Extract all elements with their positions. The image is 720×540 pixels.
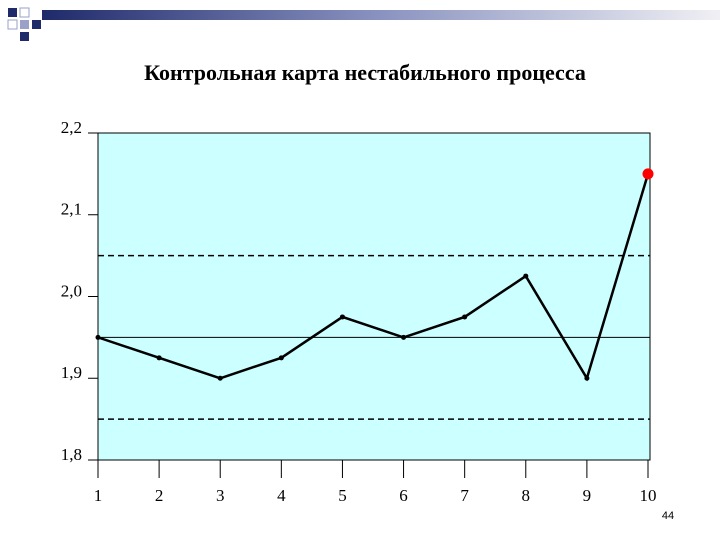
chart-title: Контрольная карта нестабильного процесса	[144, 60, 586, 85]
x-tick-label: 9	[583, 486, 592, 505]
slide-decoration	[7, 7, 720, 41]
x-tick-label: 6	[399, 486, 408, 505]
data-point	[523, 273, 529, 279]
x-tick-label: 8	[522, 486, 531, 505]
y-tick-label: 2,1	[61, 200, 82, 219]
x-tick-label: 5	[338, 486, 347, 505]
data-point	[462, 314, 468, 320]
y-tick-label: 2,0	[61, 281, 82, 300]
y-tick-label: 2,2	[61, 118, 82, 137]
data-point	[401, 334, 407, 340]
data-point	[339, 314, 345, 320]
x-tick-label: 7	[460, 486, 469, 505]
y-tick-label: 1,9	[61, 363, 82, 382]
page-number: 44	[662, 510, 674, 522]
data-point	[584, 375, 590, 381]
y-tick-label: 1,8	[61, 445, 82, 464]
x-tick-label: 2	[155, 486, 164, 505]
x-tick-label: 3	[216, 486, 225, 505]
x-tick-label: 1	[94, 486, 103, 505]
x-tick-label: 4	[277, 486, 286, 505]
data-point	[156, 355, 162, 361]
plot-area	[97, 132, 651, 461]
data-point	[217, 375, 223, 381]
data-point	[95, 334, 101, 340]
out-of-control-point	[642, 168, 654, 180]
data-line	[97, 173, 650, 382]
x-tick-label: 10	[640, 486, 657, 505]
data-point	[278, 355, 284, 361]
